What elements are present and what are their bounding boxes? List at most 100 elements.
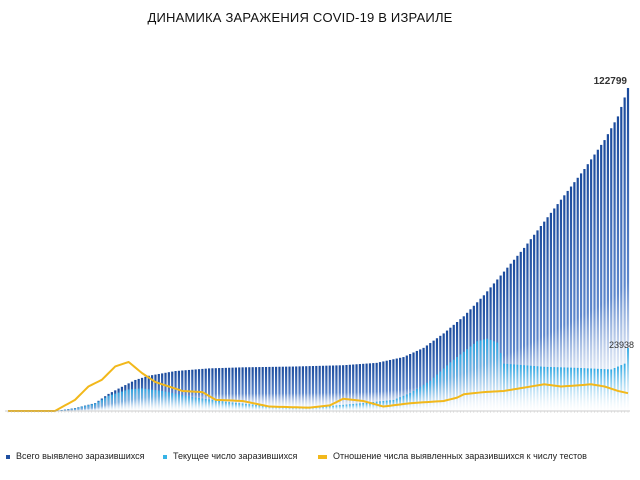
bar-total — [415, 350, 418, 411]
bar-total — [590, 159, 593, 411]
bar-active — [278, 406, 281, 411]
bar-active — [137, 388, 140, 411]
bar-active — [536, 366, 539, 411]
bar-active — [439, 371, 442, 411]
legend-label-active: Текущее число заразившихся — [173, 451, 298, 461]
bar-active — [553, 367, 556, 411]
bar-active — [141, 388, 143, 411]
bar-active — [543, 366, 546, 411]
bar-total — [201, 368, 204, 411]
bar-total — [512, 259, 516, 411]
bar-active — [469, 346, 472, 411]
bar-active — [372, 402, 375, 411]
legend-item-active: Текущее число заразившихся — [163, 451, 297, 461]
bar-active — [466, 349, 469, 411]
bar-total — [583, 169, 586, 411]
bar-active — [610, 369, 613, 411]
bar-active — [459, 354, 462, 411]
bar-total — [395, 358, 398, 411]
bar-active — [110, 394, 113, 411]
ratio-line — [8, 361, 629, 412]
bar-total — [569, 186, 573, 411]
bar-total — [221, 367, 224, 411]
bar-total — [559, 199, 563, 411]
bar-active — [358, 403, 361, 411]
bar-active — [60, 410, 63, 411]
bar-active — [127, 389, 130, 411]
bar-total — [218, 368, 221, 411]
legend-marker-active — [163, 454, 167, 459]
chart-title: ДИНАМИКА ЗАРАЖЕНИЯ COVID-19 В ИЗРАИЛЕ — [147, 10, 453, 25]
bar-active — [583, 368, 586, 411]
bar-total — [509, 263, 512, 411]
bar-total — [616, 116, 620, 412]
bar-total — [228, 367, 231, 411]
bar-total — [519, 251, 522, 411]
bar-total — [576, 177, 579, 411]
bar-total — [204, 368, 207, 411]
bar-active — [194, 397, 197, 411]
bar-active — [238, 403, 241, 411]
bar-active — [214, 400, 217, 411]
bar-active — [482, 339, 485, 411]
bar-total — [315, 365, 318, 411]
bar-active — [529, 365, 532, 411]
bar-active — [328, 405, 331, 411]
bar-active — [268, 405, 271, 411]
bar-active — [472, 343, 475, 411]
bar-active — [181, 395, 184, 411]
bar-active — [576, 367, 579, 411]
x-ticks — [7, 411, 629, 413]
bar-active — [164, 391, 167, 411]
bar-active — [265, 405, 267, 411]
bar-active — [151, 389, 154, 411]
bar-total — [543, 221, 546, 411]
bar-total — [238, 367, 241, 411]
bar-total — [432, 340, 435, 411]
bar-active — [161, 391, 164, 411]
bar-active — [606, 369, 609, 411]
bar-active — [80, 406, 83, 411]
bar-active — [208, 399, 210, 411]
bar-total — [331, 365, 335, 411]
bar-active — [234, 402, 237, 411]
bar-total — [553, 208, 556, 411]
bar-total — [281, 366, 284, 411]
bar-total — [362, 363, 365, 411]
bar-active — [566, 367, 569, 411]
bar-total — [385, 360, 388, 411]
bar-total — [600, 144, 603, 411]
bar-total — [392, 359, 395, 411]
bar-total — [248, 367, 251, 411]
bar-active — [456, 357, 458, 411]
bar-active — [204, 398, 207, 411]
bar-active — [97, 401, 100, 411]
bar-active — [476, 341, 479, 411]
legend-marker-total — [6, 454, 10, 459]
bar-active — [261, 405, 264, 411]
bar-active — [107, 395, 110, 411]
bar-active — [318, 406, 321, 411]
bar-active — [550, 367, 552, 411]
bar-total — [305, 366, 308, 411]
bar-total — [563, 195, 566, 411]
bar-active — [231, 402, 234, 411]
bar-active — [114, 393, 117, 411]
bar-active — [452, 359, 455, 411]
bar-total — [321, 365, 325, 411]
bar-active — [171, 393, 174, 411]
bar-active — [627, 348, 629, 411]
bar-active — [600, 368, 603, 411]
bar-total — [526, 243, 529, 411]
bar-total — [613, 122, 616, 411]
bar-total — [318, 365, 321, 411]
bar-total — [342, 365, 345, 411]
bar-total — [422, 347, 425, 411]
bar-active — [412, 391, 415, 411]
bar-total — [167, 372, 170, 411]
bar-active — [100, 399, 103, 411]
bar-active — [499, 353, 502, 411]
bar-active — [365, 402, 368, 411]
bar-total — [311, 366, 315, 411]
bar-total — [264, 366, 268, 411]
